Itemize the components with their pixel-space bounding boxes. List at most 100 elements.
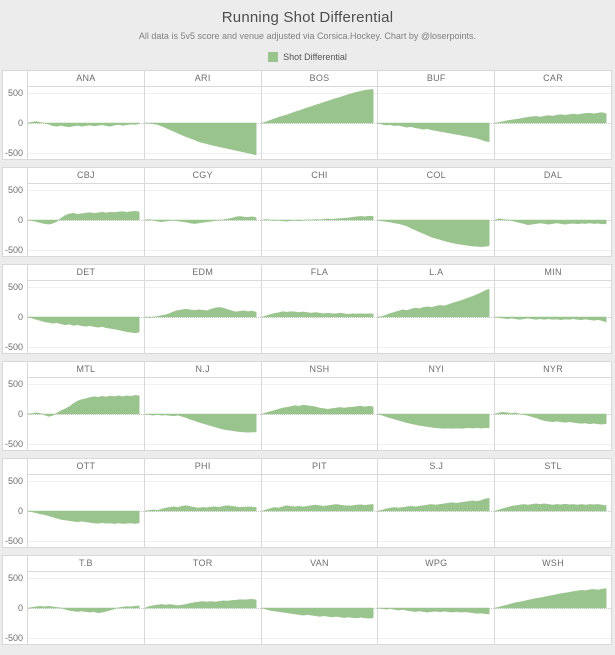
team-label: BUF <box>378 71 495 87</box>
area-mark <box>378 288 490 318</box>
y-axis-tick: 0 <box>17 603 23 613</box>
zero-line <box>28 220 144 221</box>
team-label: ANA <box>28 71 144 87</box>
team-label: EDM <box>144 265 261 281</box>
area-chart-VAN[interactable] <box>261 572 378 644</box>
area-chart-WSH[interactable] <box>495 572 611 644</box>
area-mark <box>378 413 490 429</box>
team-label: COL <box>378 168 495 184</box>
team-label: VAN <box>261 556 378 572</box>
zero-line <box>261 220 378 221</box>
area-mark <box>378 219 490 247</box>
area-chart-CGY[interactable] <box>144 184 261 256</box>
team-label: STL <box>495 459 611 475</box>
area-chart-NYR[interactable] <box>495 378 611 450</box>
area-chart-OTT[interactable] <box>28 475 144 547</box>
area-chart-S.J[interactable] <box>378 475 495 547</box>
area-chart-WPG[interactable] <box>378 572 495 644</box>
area-mark <box>495 218 607 226</box>
chart-cell: OTT <box>27 459 144 547</box>
area-chart-EDM[interactable] <box>144 281 261 353</box>
area-mark <box>144 122 257 156</box>
area-chart-MTL[interactable] <box>28 378 144 450</box>
area-mark <box>28 605 140 614</box>
team-label: DAL <box>495 168 611 184</box>
chart-cell: BUF <box>377 71 495 159</box>
area-chart-COL[interactable] <box>378 184 495 256</box>
gridline <box>28 93 144 94</box>
chart-cell: DAL <box>494 168 611 256</box>
area-chart-CAR[interactable] <box>495 87 611 159</box>
zero-line <box>378 317 495 318</box>
team-label: WPG <box>378 556 495 572</box>
chart-cell: NYI <box>377 362 495 450</box>
team-label: N.J <box>144 362 261 378</box>
chart-row: 500 0 -500 ANA ARI BOS BUF CAR <box>2 70 612 160</box>
area-chart-STL[interactable] <box>495 475 611 547</box>
team-label: NSH <box>261 362 378 378</box>
y-axis-tick: -500 <box>4 342 23 352</box>
area-chart-CBJ[interactable] <box>28 184 144 256</box>
area-mark <box>28 395 140 417</box>
chart-cell: T.B <box>27 556 144 644</box>
legend[interactable]: Shot Differential <box>0 52 615 62</box>
area-chart-NYI[interactable] <box>378 378 495 450</box>
chart-cell: L.A <box>377 265 495 353</box>
chart-header: Running Shot Differential All data is 5v… <box>0 0 615 62</box>
chart-cell: COL <box>377 168 495 256</box>
small-multiples-grid: 500 0 -500 ANA ARI BOS BUF CAR 500 0 -500 CBJ CGY CHI… <box>0 62 615 645</box>
team-label: CBJ <box>28 168 144 184</box>
area-chart-PHI[interactable] <box>144 475 261 547</box>
chart-cell: CHI <box>260 168 378 256</box>
area-mark <box>144 599 257 609</box>
gridline <box>495 347 611 348</box>
gridline <box>378 347 495 348</box>
zero-line <box>144 511 261 512</box>
area-mark <box>144 216 257 224</box>
y-axis-tick: 500 <box>7 476 23 486</box>
gridline <box>495 250 611 251</box>
y-axis: 500 0 -500 <box>3 265 27 353</box>
area-mark <box>495 503 607 512</box>
zero-line <box>495 123 611 124</box>
gridline <box>144 481 261 482</box>
chart-cell: CGY <box>143 168 261 256</box>
area-mark <box>144 505 257 512</box>
area-chart-BUF[interactable] <box>378 87 495 159</box>
area-chart-DAL[interactable] <box>495 184 611 256</box>
zero-line <box>261 123 378 124</box>
chart-cell: NYR <box>494 362 611 450</box>
chart-row: 500 0 -500 T.B TOR VAN WPG WSH <box>2 555 612 645</box>
gridline <box>261 384 378 385</box>
gridline <box>261 153 378 154</box>
gridline <box>495 93 611 94</box>
gridline <box>144 250 261 251</box>
gridline <box>495 153 611 154</box>
area-mark <box>378 607 490 615</box>
y-axis-tick: 500 <box>7 88 23 98</box>
y-axis-tick: -500 <box>4 245 23 255</box>
gridline <box>495 481 611 482</box>
area-chart-N.J[interactable] <box>144 378 261 450</box>
area-chart-MIN[interactable] <box>495 281 611 353</box>
area-chart-T.B[interactable] <box>28 572 144 644</box>
area-chart-PIT[interactable] <box>261 475 378 547</box>
area-chart-FLA[interactable] <box>261 281 378 353</box>
area-mark <box>378 122 490 143</box>
chart-cell: EDM <box>143 265 261 353</box>
gridline <box>144 384 261 385</box>
team-label: PIT <box>261 459 378 475</box>
area-chart-ANA[interactable] <box>28 87 144 159</box>
area-chart-L.A[interactable] <box>378 281 495 353</box>
area-chart-TOR[interactable] <box>144 572 261 644</box>
area-chart-DET[interactable] <box>28 281 144 353</box>
area-chart-CHI[interactable] <box>261 184 378 256</box>
team-label: NYR <box>495 362 611 378</box>
area-chart-ARI[interactable] <box>144 87 261 159</box>
y-axis: 500 0 -500 <box>3 556 27 644</box>
y-axis-tick: 0 <box>17 312 23 322</box>
chart-row: 500 0 -500 DET EDM FLA L.A MIN <box>2 264 612 354</box>
gridline <box>378 578 495 579</box>
area-chart-BOS[interactable] <box>261 87 378 159</box>
area-chart-NSH[interactable] <box>261 378 378 450</box>
